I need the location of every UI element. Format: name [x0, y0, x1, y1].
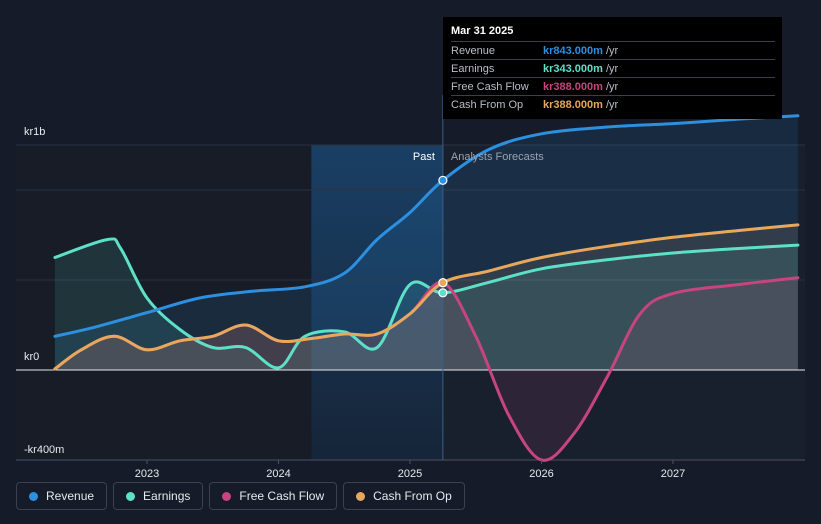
legend-item-cash-from-op[interactable]: Cash From Op: [343, 482, 465, 510]
series-area-earnings: [54, 238, 798, 370]
x-tick-label: 2025: [398, 468, 422, 480]
past-background-dark: [16, 145, 312, 460]
tooltip-row-free-cash-flow: Free Cash Flow kr388.000m /yr: [451, 77, 775, 95]
past-label: Past: [413, 151, 435, 163]
forecast-label: Analysts Forecasts: [451, 151, 544, 163]
tooltip-row-earnings: Earnings kr343.000m /yr: [451, 59, 775, 77]
tooltip-date: Mar 31 2025: [451, 25, 514, 37]
tooltip-label: Cash From Op: [451, 98, 524, 111]
legend-dot-icon: [29, 491, 38, 501]
tooltip-label: Earnings: [451, 62, 495, 75]
tooltip-value: kr843.000m: [543, 44, 603, 57]
legend-label: Cash From Op: [373, 489, 452, 503]
legend-item-free-cash-flow[interactable]: Free Cash Flow: [209, 482, 338, 510]
x-tick-label: 2026: [529, 468, 553, 480]
tooltip: Mar 31 2025 Revenue kr843.000m /yr Earni…: [443, 17, 782, 119]
y-axis-label: kr0: [24, 351, 39, 363]
series-line-cash-from-op: [53, 223, 800, 371]
tooltip-value: kr388.000m: [543, 98, 603, 111]
tooltip-unit: /yr: [605, 62, 619, 75]
tooltip-label: Free Cash Flow: [451, 80, 529, 93]
x-tick-label: 2027: [661, 468, 685, 480]
series-area-free-cash-flow: [54, 277, 798, 461]
legend-label: Free Cash Flow: [239, 489, 325, 503]
legend-item-revenue[interactable]: Revenue: [16, 482, 108, 510]
x-tick-label: 2024: [266, 468, 290, 480]
legend-label: Revenue: [46, 489, 95, 503]
tooltip-label: Revenue: [451, 44, 496, 57]
tooltip-unit: /yr: [605, 80, 619, 93]
tooltip-row-cash-from-op: Cash From Op kr388.000m /yr: [451, 95, 775, 113]
series-line-revenue: [53, 114, 800, 338]
x-tick-label: 2023: [135, 468, 159, 480]
tooltip-value: kr388.000m: [543, 80, 603, 93]
tooltip-value: kr343.000m: [543, 62, 603, 75]
tooltip-unit: /yr: [605, 44, 619, 57]
tooltip-unit: /yr: [605, 98, 619, 111]
tooltip-row-revenue: Revenue kr843.000m /yr: [451, 41, 775, 59]
legend-label: Earnings: [143, 489, 191, 503]
legend-item-earnings[interactable]: Earnings: [113, 482, 204, 510]
legend-dot-icon: [222, 491, 232, 501]
legend-dot-icon: [356, 491, 366, 501]
series-area-revenue: [54, 115, 798, 370]
y-axis-label: -kr400m: [24, 444, 64, 456]
data-point-marker: [438, 288, 448, 298]
legend-dot-icon: [126, 491, 136, 501]
y-axis-label: kr1b: [24, 126, 45, 138]
legend: Revenue Earnings Free Cash Flow Cash Fro…: [16, 482, 465, 510]
data-point-marker: [438, 175, 448, 185]
forecast-background: [442, 145, 805, 460]
data-point-marker: [438, 278, 448, 288]
